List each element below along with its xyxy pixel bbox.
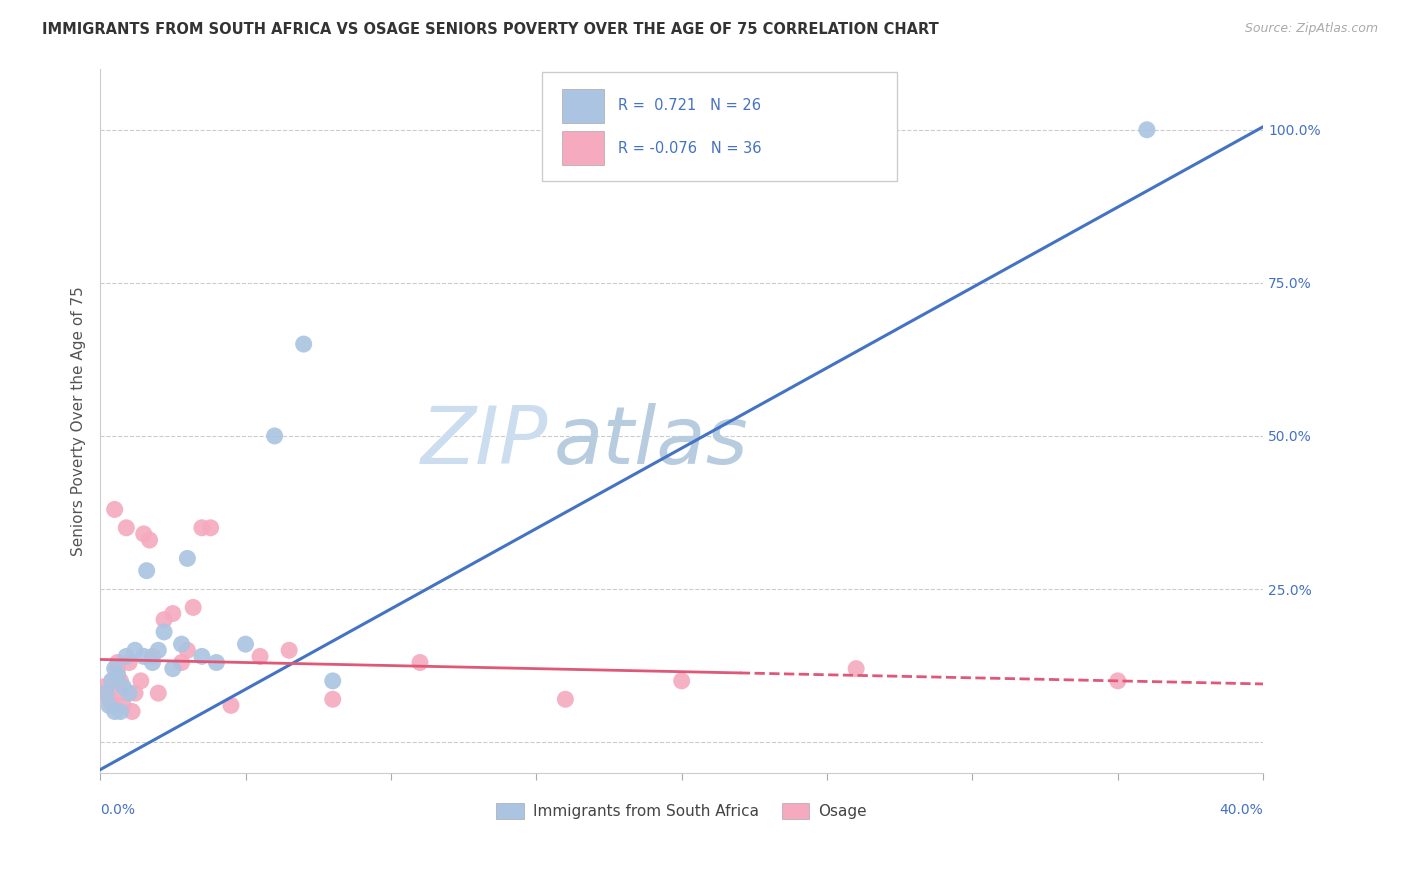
Point [554, 692, 576, 706]
Text: R = -0.076   N = 36: R = -0.076 N = 36 [617, 141, 761, 155]
Point [278, 643, 301, 657]
Point [118, 656, 141, 670]
Point [1107, 673, 1129, 688]
Point [200, 521, 222, 535]
Point [141, 649, 163, 664]
Point [322, 673, 344, 688]
Point [138, 533, 160, 547]
Text: 0.0%: 0.0% [100, 804, 135, 817]
Point [176, 551, 198, 566]
Text: 40.0%: 40.0% [1219, 804, 1263, 817]
Point [1136, 122, 1159, 136]
Point [170, 656, 193, 670]
Point [249, 649, 271, 664]
Point [104, 662, 127, 676]
Point [121, 705, 143, 719]
Point [322, 692, 344, 706]
Point [219, 698, 242, 713]
Point [263, 429, 285, 443]
Text: R =  0.721   N = 26: R = 0.721 N = 26 [617, 98, 761, 113]
Point [100, 698, 122, 713]
Point [235, 637, 257, 651]
Point [170, 637, 193, 651]
Y-axis label: Seniors Poverty Over the Age of 75: Seniors Poverty Over the Age of 75 [72, 285, 86, 556]
Point [97, 692, 120, 706]
Point [107, 656, 129, 670]
Text: atlas: atlas [554, 403, 748, 481]
Point [132, 649, 155, 664]
Point [176, 643, 198, 657]
Point [104, 502, 127, 516]
Point [135, 564, 157, 578]
Point [162, 662, 184, 676]
Point [115, 521, 138, 535]
Point [153, 613, 176, 627]
Point [845, 662, 868, 676]
Point [94, 686, 117, 700]
Point [191, 521, 214, 535]
Point [205, 656, 228, 670]
Text: IMMIGRANTS FROM SOUTH AFRICA VS OSAGE SENIORS POVERTY OVER THE AGE OF 75 CORRELA: IMMIGRANTS FROM SOUTH AFRICA VS OSAGE SE… [42, 22, 939, 37]
Point [124, 643, 146, 657]
Point [124, 686, 146, 700]
Point [129, 673, 152, 688]
Point [141, 656, 163, 670]
Point [107, 667, 129, 681]
FancyBboxPatch shape [543, 72, 897, 181]
Point [118, 686, 141, 700]
Point [153, 624, 176, 639]
Point [110, 686, 132, 700]
Text: ZIP: ZIP [420, 403, 548, 481]
FancyBboxPatch shape [562, 89, 603, 123]
Point [181, 600, 204, 615]
Point [107, 662, 129, 676]
Point [148, 643, 170, 657]
Point [148, 686, 170, 700]
Point [191, 649, 214, 664]
Point [104, 705, 127, 719]
Point [110, 673, 132, 688]
Point [132, 527, 155, 541]
Point [100, 673, 122, 688]
Point [91, 680, 114, 694]
Point [94, 686, 117, 700]
Point [112, 698, 135, 713]
Point [409, 656, 432, 670]
FancyBboxPatch shape [562, 131, 603, 165]
Point [100, 673, 122, 688]
Point [112, 680, 135, 694]
Point [110, 705, 132, 719]
Point [97, 698, 120, 713]
Point [115, 649, 138, 664]
Point [292, 337, 315, 351]
Text: Source: ZipAtlas.com: Source: ZipAtlas.com [1244, 22, 1378, 36]
Point [162, 607, 184, 621]
Legend: Immigrants from South Africa, Osage: Immigrants from South Africa, Osage [491, 797, 873, 825]
Point [671, 673, 693, 688]
